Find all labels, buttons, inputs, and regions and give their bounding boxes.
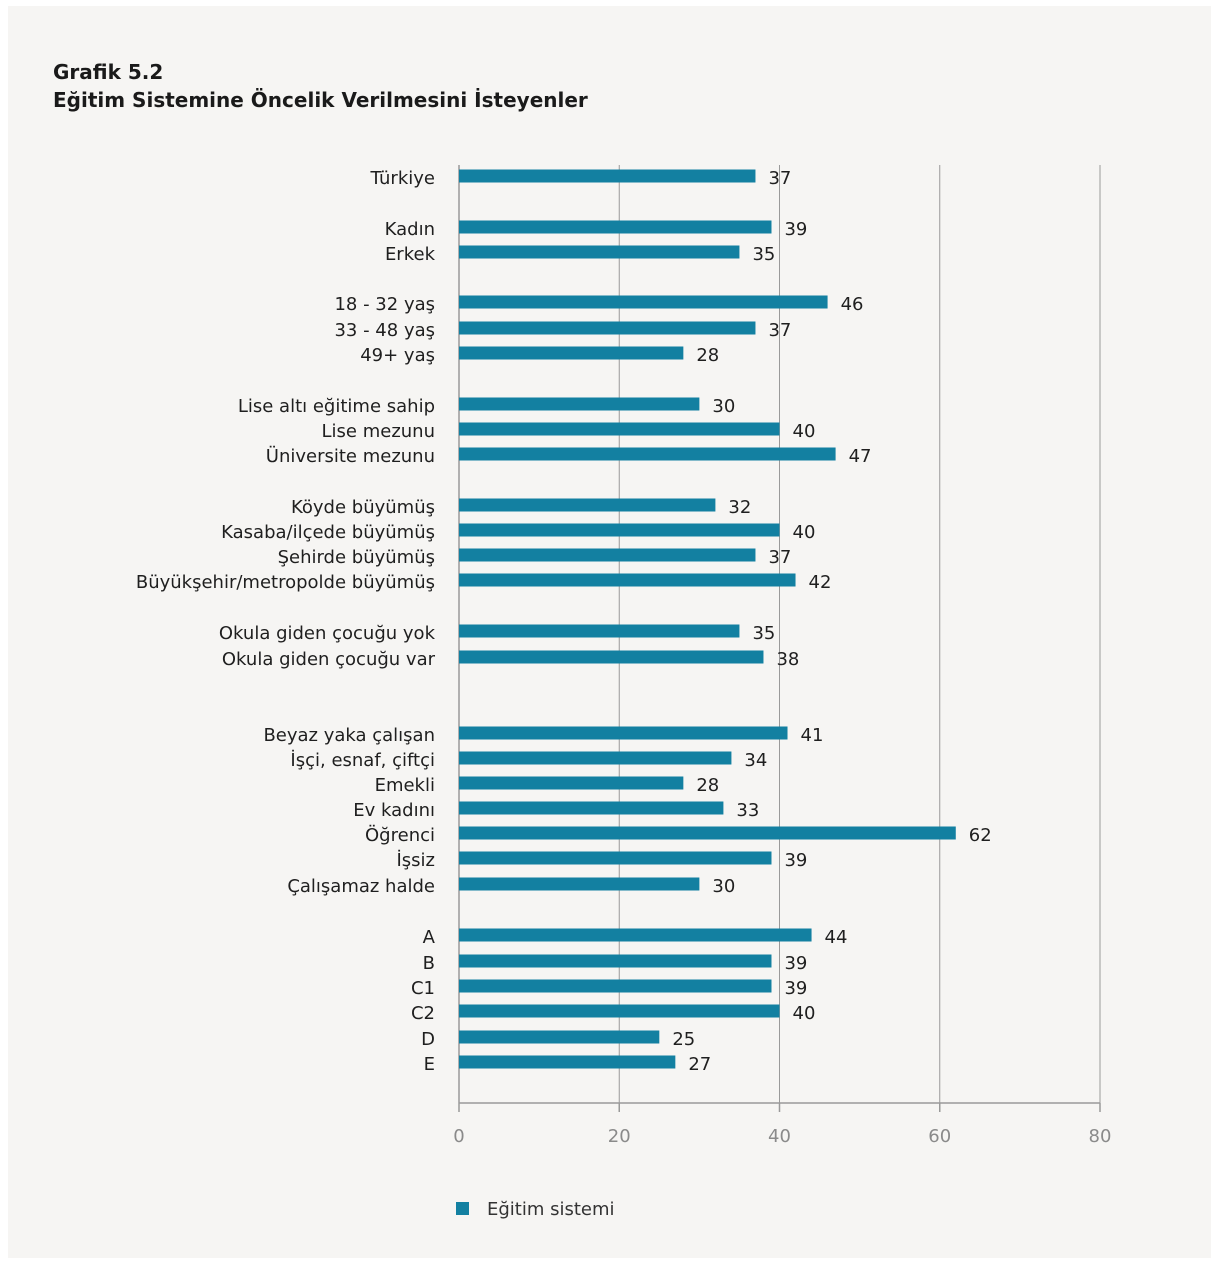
chart-title: Grafik 5.2 [53,60,164,84]
value-label: 39 [784,219,807,240]
category-label: Emekli [375,775,435,796]
bar [459,1055,676,1069]
bar [459,776,684,790]
bar [459,624,740,638]
value-label: 32 [728,497,751,518]
value-label: 39 [784,850,807,871]
bar [459,751,732,765]
category-label: 49+ yaş [360,345,435,366]
value-label: 41 [801,725,824,746]
category-label: Lise altı eğitime sahip [238,396,435,417]
value-label: 37 [768,547,791,568]
category-label: Ev kadını [353,800,435,821]
bar [459,548,756,562]
bar [459,220,772,234]
value-label: 34 [744,750,767,771]
legend-swatch [456,1202,469,1215]
category-label: 33 - 48 yaş [334,320,435,341]
value-label: 37 [768,320,791,341]
value-label: 28 [696,775,719,796]
value-label: 38 [776,649,799,670]
category-label: Okula giden çocuğu yok [219,623,436,644]
category-label: Erkek [385,244,436,265]
category-label: İşçi, esnaf, çiftçi [290,750,435,771]
legend-label: Eğitim sistemi [487,1199,615,1220]
value-label: 27 [688,1054,711,1075]
bar [459,650,764,664]
category-label: Çalışamaz halde [287,876,435,897]
chart-title-block: Grafik 5.2 Eğitim Sistemine Öncelik Veri… [53,58,588,114]
bar [459,523,780,537]
bar [459,498,716,512]
chart-subtitle: Eğitim Sistemine Öncelik Verilmesini İst… [53,88,588,112]
value-label: 39 [784,978,807,999]
value-label: 62 [969,825,992,846]
bar [459,346,684,360]
bar [459,979,772,993]
x-tick-label: 60 [928,1126,951,1147]
bar [459,954,772,968]
bar [459,928,812,942]
bar [459,169,756,183]
value-label: 30 [712,876,735,897]
category-label: Kasaba/ilçede büyümüş [221,522,435,543]
value-label: 44 [825,927,848,948]
value-label: 35 [752,623,775,644]
value-label: 33 [736,800,759,821]
category-label: Okula giden çocuğu var [222,649,436,670]
bar [459,1004,780,1018]
bar [459,826,956,840]
bar [459,422,780,436]
bar [459,726,788,740]
value-label: 42 [809,572,832,593]
category-label: Üniversite mezunu [266,445,435,467]
category-label: Büyükşehir/metropolde büyümüş [136,572,435,593]
category-label: Beyaz yaka çalışan [263,725,435,746]
category-label: Köyde büyümüş [291,497,435,518]
bar [459,851,772,865]
category-label: Türkiye [370,168,436,189]
bar [459,801,724,815]
value-label: 40 [793,1003,816,1024]
category-label: Şehirde büyümüş [278,547,435,568]
category-label: C1 [411,978,435,999]
value-label: 40 [793,522,816,543]
value-label: 40 [793,421,816,442]
value-label: 47 [849,446,872,467]
bar [459,295,828,309]
value-label: 30 [712,396,735,417]
bar [459,245,740,259]
x-tick-label: 20 [608,1126,631,1147]
bar [459,877,700,891]
category-label: Öğrenci [365,824,435,846]
bar [459,1030,660,1044]
value-label: 39 [784,953,807,974]
value-label: 37 [768,168,791,189]
category-label: E [424,1054,435,1075]
x-tick-label: 40 [768,1126,791,1147]
category-label: İşsiz [396,850,435,871]
bar [459,447,836,461]
category-label: A [423,927,436,948]
category-label: B [423,953,435,974]
category-label: D [421,1029,435,1050]
value-label: 46 [841,294,864,315]
value-label: 25 [672,1029,695,1050]
category-label: 18 - 32 yaş [334,294,435,315]
category-label: Kadın [385,219,435,240]
x-tick-label: 80 [1089,1126,1112,1147]
bar [459,573,796,587]
x-tick-label: 0 [453,1126,464,1147]
category-label: C2 [411,1003,435,1024]
category-label: Lise mezunu [322,421,435,442]
value-label: 35 [752,244,775,265]
bar [459,321,756,335]
bar [459,397,700,411]
value-label: 28 [696,345,719,366]
